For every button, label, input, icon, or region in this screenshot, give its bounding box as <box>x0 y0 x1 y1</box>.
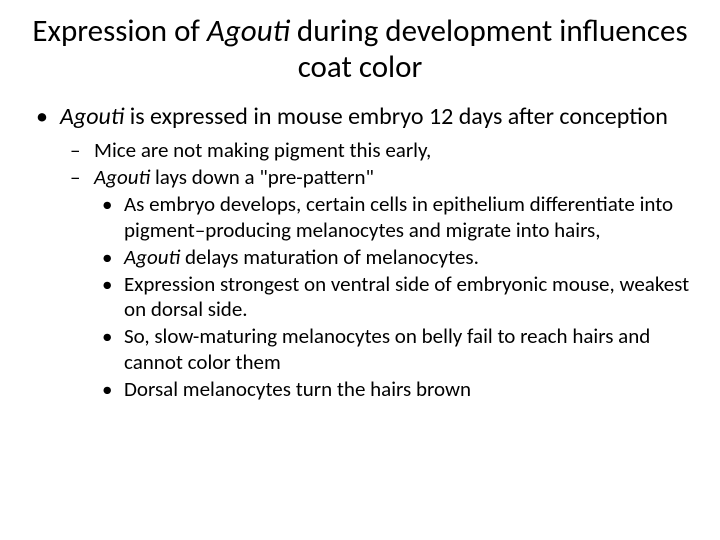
bullet-list-level2: Mice are not making pigment this early, … <box>60 138 690 402</box>
bullet-l3-item: Dorsal melanocytes turn the hairs brown <box>124 377 690 402</box>
slide-title: Expression of Agouti during development … <box>30 14 690 85</box>
bullet-text: As embryo develops, certain cells in epi… <box>124 191 673 242</box>
bullet-l3-item: So, slow-maturing melanocytes on belly f… <box>124 324 690 374</box>
bullet-l3-item: As embryo develops, certain cells in epi… <box>124 192 690 242</box>
title-italic: Agouti <box>207 12 290 50</box>
bullet-l3-item: Agouti delays maturation of melanocytes. <box>124 245 690 270</box>
bullet-l2-item: Mice are not making pigment this early, <box>94 138 690 163</box>
bullet-text: lays down a "pre-pattern" <box>150 164 374 190</box>
bullet-italic: Agouti <box>94 164 150 190</box>
title-part1: Expression of <box>32 12 207 50</box>
bullet-text: Dorsal melanocytes turn the hairs brown <box>124 376 471 402</box>
bullet-italic: Agouti <box>124 244 180 270</box>
bullet-text: So, slow-maturing melanocytes on belly f… <box>124 323 650 374</box>
bullet-list-level3: As embryo develops, certain cells in epi… <box>94 192 690 402</box>
bullet-italic: Agouti <box>60 102 124 131</box>
bullet-text: delays maturation of melanocytes. <box>180 244 479 270</box>
bullet-l2-item: Agouti lays down a "pre-pattern" As embr… <box>94 165 690 402</box>
bullet-l1-item: Agouti is expressed in mouse embryo 12 d… <box>60 103 690 402</box>
bullet-l3-item: Expression strongest on ventral side of … <box>124 272 690 322</box>
bullet-list-level1: Agouti is expressed in mouse embryo 12 d… <box>30 103 690 402</box>
bullet-text: is expressed in mouse embryo 12 days aft… <box>124 102 668 131</box>
bullet-text: Mice are not making pigment this early, <box>94 137 431 163</box>
title-part2: during development influences coat color <box>290 12 688 86</box>
bullet-text: Expression strongest on ventral side of … <box>124 271 689 322</box>
